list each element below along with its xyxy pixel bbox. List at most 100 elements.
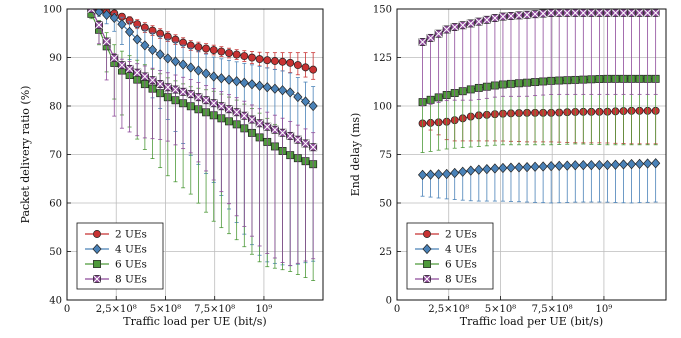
data-point-marker [554, 160, 564, 172]
marker-cross [643, 9, 652, 17]
y-tick-label: 150 [373, 5, 392, 16]
y-tick-label: 50 [49, 247, 62, 258]
data-point-marker [610, 159, 621, 170]
data-point-marker [240, 111, 249, 120]
data-point-marker [293, 91, 303, 103]
x-tick-label: 0 [394, 304, 400, 315]
data-point-marker [248, 115, 256, 124]
y-tick-label: 70 [49, 150, 62, 161]
data-point-marker [178, 59, 188, 70]
marker-cross [148, 76, 157, 85]
marker-cross [163, 83, 172, 92]
y-tick-label: 100 [43, 5, 62, 16]
x-tick-label: 10⁹ [256, 304, 273, 315]
data-point-marker [626, 159, 637, 170]
marker-cross [611, 9, 620, 17]
marker-cross [202, 96, 211, 105]
data-point-marker [247, 79, 257, 90]
marker-cross [125, 64, 134, 73]
legend-label: 8 UEs [445, 274, 477, 286]
data-point-marker [202, 96, 211, 105]
marker-cross [458, 21, 467, 30]
data-point-marker [643, 158, 653, 169]
data-point-marker [156, 80, 165, 88]
data-point-marker [579, 9, 588, 17]
marker-cross [571, 9, 580, 17]
data-point-marker [179, 87, 188, 96]
data-point-marker [450, 23, 459, 32]
data-point-marker [293, 135, 302, 144]
data-point-marker [225, 105, 233, 114]
data-point-marker [232, 108, 241, 117]
data-point-marker [635, 158, 645, 169]
data-point-marker [594, 160, 604, 171]
data-point-marker [140, 40, 150, 51]
marker-cross [474, 17, 483, 26]
plot-area [86, 9, 318, 282]
x-axis-label: Traffic load per UE (bit/s) [460, 315, 603, 328]
marker-cross [434, 29, 443, 38]
marker-cross [171, 85, 180, 94]
data-point-marker [239, 77, 249, 88]
marker-cross [270, 125, 279, 134]
legend-entry: 2 UEs [415, 229, 477, 241]
marker-cross [255, 119, 264, 128]
data-point-marker [262, 82, 272, 93]
marker-box [87, 9, 96, 13]
data-point-marker [618, 159, 629, 170]
data-point-marker [651, 158, 661, 169]
data-point-marker [124, 26, 135, 37]
chart-panel-2: 0 2,5×10⁸ 5×10⁸ 7,5×10⁸ 10⁹ 0 25 50 75 100 125 150 T… [349, 5, 667, 328]
y-tick-label: 90 [49, 53, 62, 64]
data-point-marker [539, 9, 548, 18]
x-tick-label: 7,5×10⁸ [532, 304, 573, 315]
marker-cross [140, 72, 149, 81]
data-point-marker [308, 100, 318, 112]
data-point-marker [133, 68, 142, 77]
legend-entry: 6 UEs [85, 259, 147, 271]
data-point-marker [530, 161, 540, 172]
legend-marker [93, 275, 101, 283]
marker-cross [563, 9, 572, 17]
data-point-marker [514, 162, 524, 173]
marker-cross [117, 61, 126, 70]
y-tick-label: 100 [373, 102, 392, 113]
data-point-marker [515, 11, 523, 20]
data-point-marker [209, 99, 218, 108]
data-point-marker [611, 9, 620, 17]
legend-label: 8 UEs [115, 274, 147, 286]
data-point-marker [147, 44, 158, 55]
legend-entry: 4 UEs [415, 244, 477, 256]
data-point-marker [163, 83, 172, 92]
data-point-marker [102, 37, 111, 46]
data-point-marker [248, 53, 256, 62]
data-point-marker [309, 65, 318, 74]
data-point-marker [587, 9, 596, 17]
marker-cross [278, 128, 287, 137]
legend-marker [423, 260, 431, 268]
data-point-marker [87, 9, 96, 13]
data-point-marker [547, 9, 556, 17]
data-point-marker [619, 9, 628, 17]
marker-cross [547, 9, 556, 17]
marker-cross [186, 90, 195, 99]
data-point-marker [482, 163, 492, 175]
data-point-marker [240, 52, 249, 61]
y-tick-label: 25 [379, 247, 392, 258]
data-point-marker [506, 162, 516, 173]
data-point-marker [458, 166, 468, 177]
data-point-marker [426, 169, 436, 180]
data-point-marker [563, 9, 572, 17]
legend-label: 2 UEs [115, 229, 147, 241]
legend-marker [93, 230, 101, 238]
marker-cross [466, 19, 475, 28]
legend-label: 2 UEs [445, 229, 477, 241]
data-point-marker [627, 9, 636, 17]
marker-cross [531, 10, 540, 19]
data-point-marker [132, 34, 142, 45]
data-point-marker [603, 9, 612, 17]
data-point-marker [466, 165, 476, 176]
y-tick-label: 75 [379, 150, 392, 161]
marker-cross [194, 93, 203, 102]
